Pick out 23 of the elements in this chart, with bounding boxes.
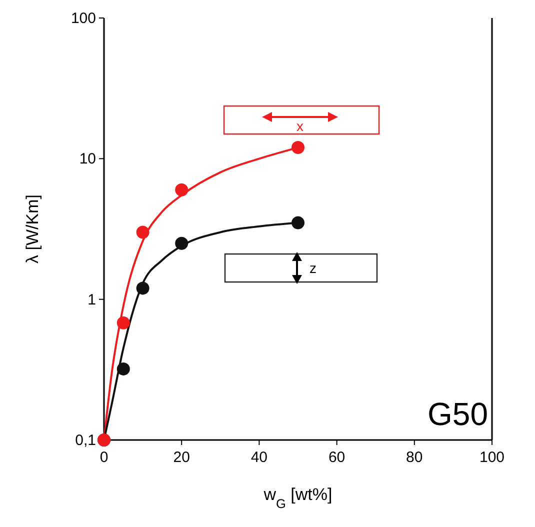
point bbox=[292, 216, 304, 230]
x-axis-title: w$_{G}$ [wt%] bbox=[262, 485, 332, 510]
x-tick-label: 80 bbox=[406, 449, 423, 466]
point bbox=[116, 316, 130, 330]
point bbox=[175, 236, 188, 250]
point bbox=[175, 183, 188, 196]
y-axis-title: λ [W/Km] bbox=[23, 194, 42, 264]
x-tick-label: 0 bbox=[100, 449, 108, 466]
point bbox=[116, 362, 130, 376]
x-tick-label: 20 bbox=[173, 449, 190, 466]
y-tick-label: 10 bbox=[79, 150, 96, 168]
annotation: x bbox=[296, 118, 304, 134]
point bbox=[136, 226, 150, 239]
x-tick-label: 100 bbox=[479, 449, 505, 466]
y-tick-label: 1 bbox=[88, 291, 96, 308]
point bbox=[292, 141, 304, 154]
y-tick-label: 100 bbox=[70, 10, 96, 27]
y-tick-label: 0,1 bbox=[75, 432, 96, 449]
annotation: G50 bbox=[428, 396, 488, 432]
point bbox=[136, 282, 150, 295]
x-tick-label: 60 bbox=[328, 449, 346, 466]
x-tick-label: 40 bbox=[250, 449, 268, 466]
annotation: z bbox=[310, 260, 316, 276]
